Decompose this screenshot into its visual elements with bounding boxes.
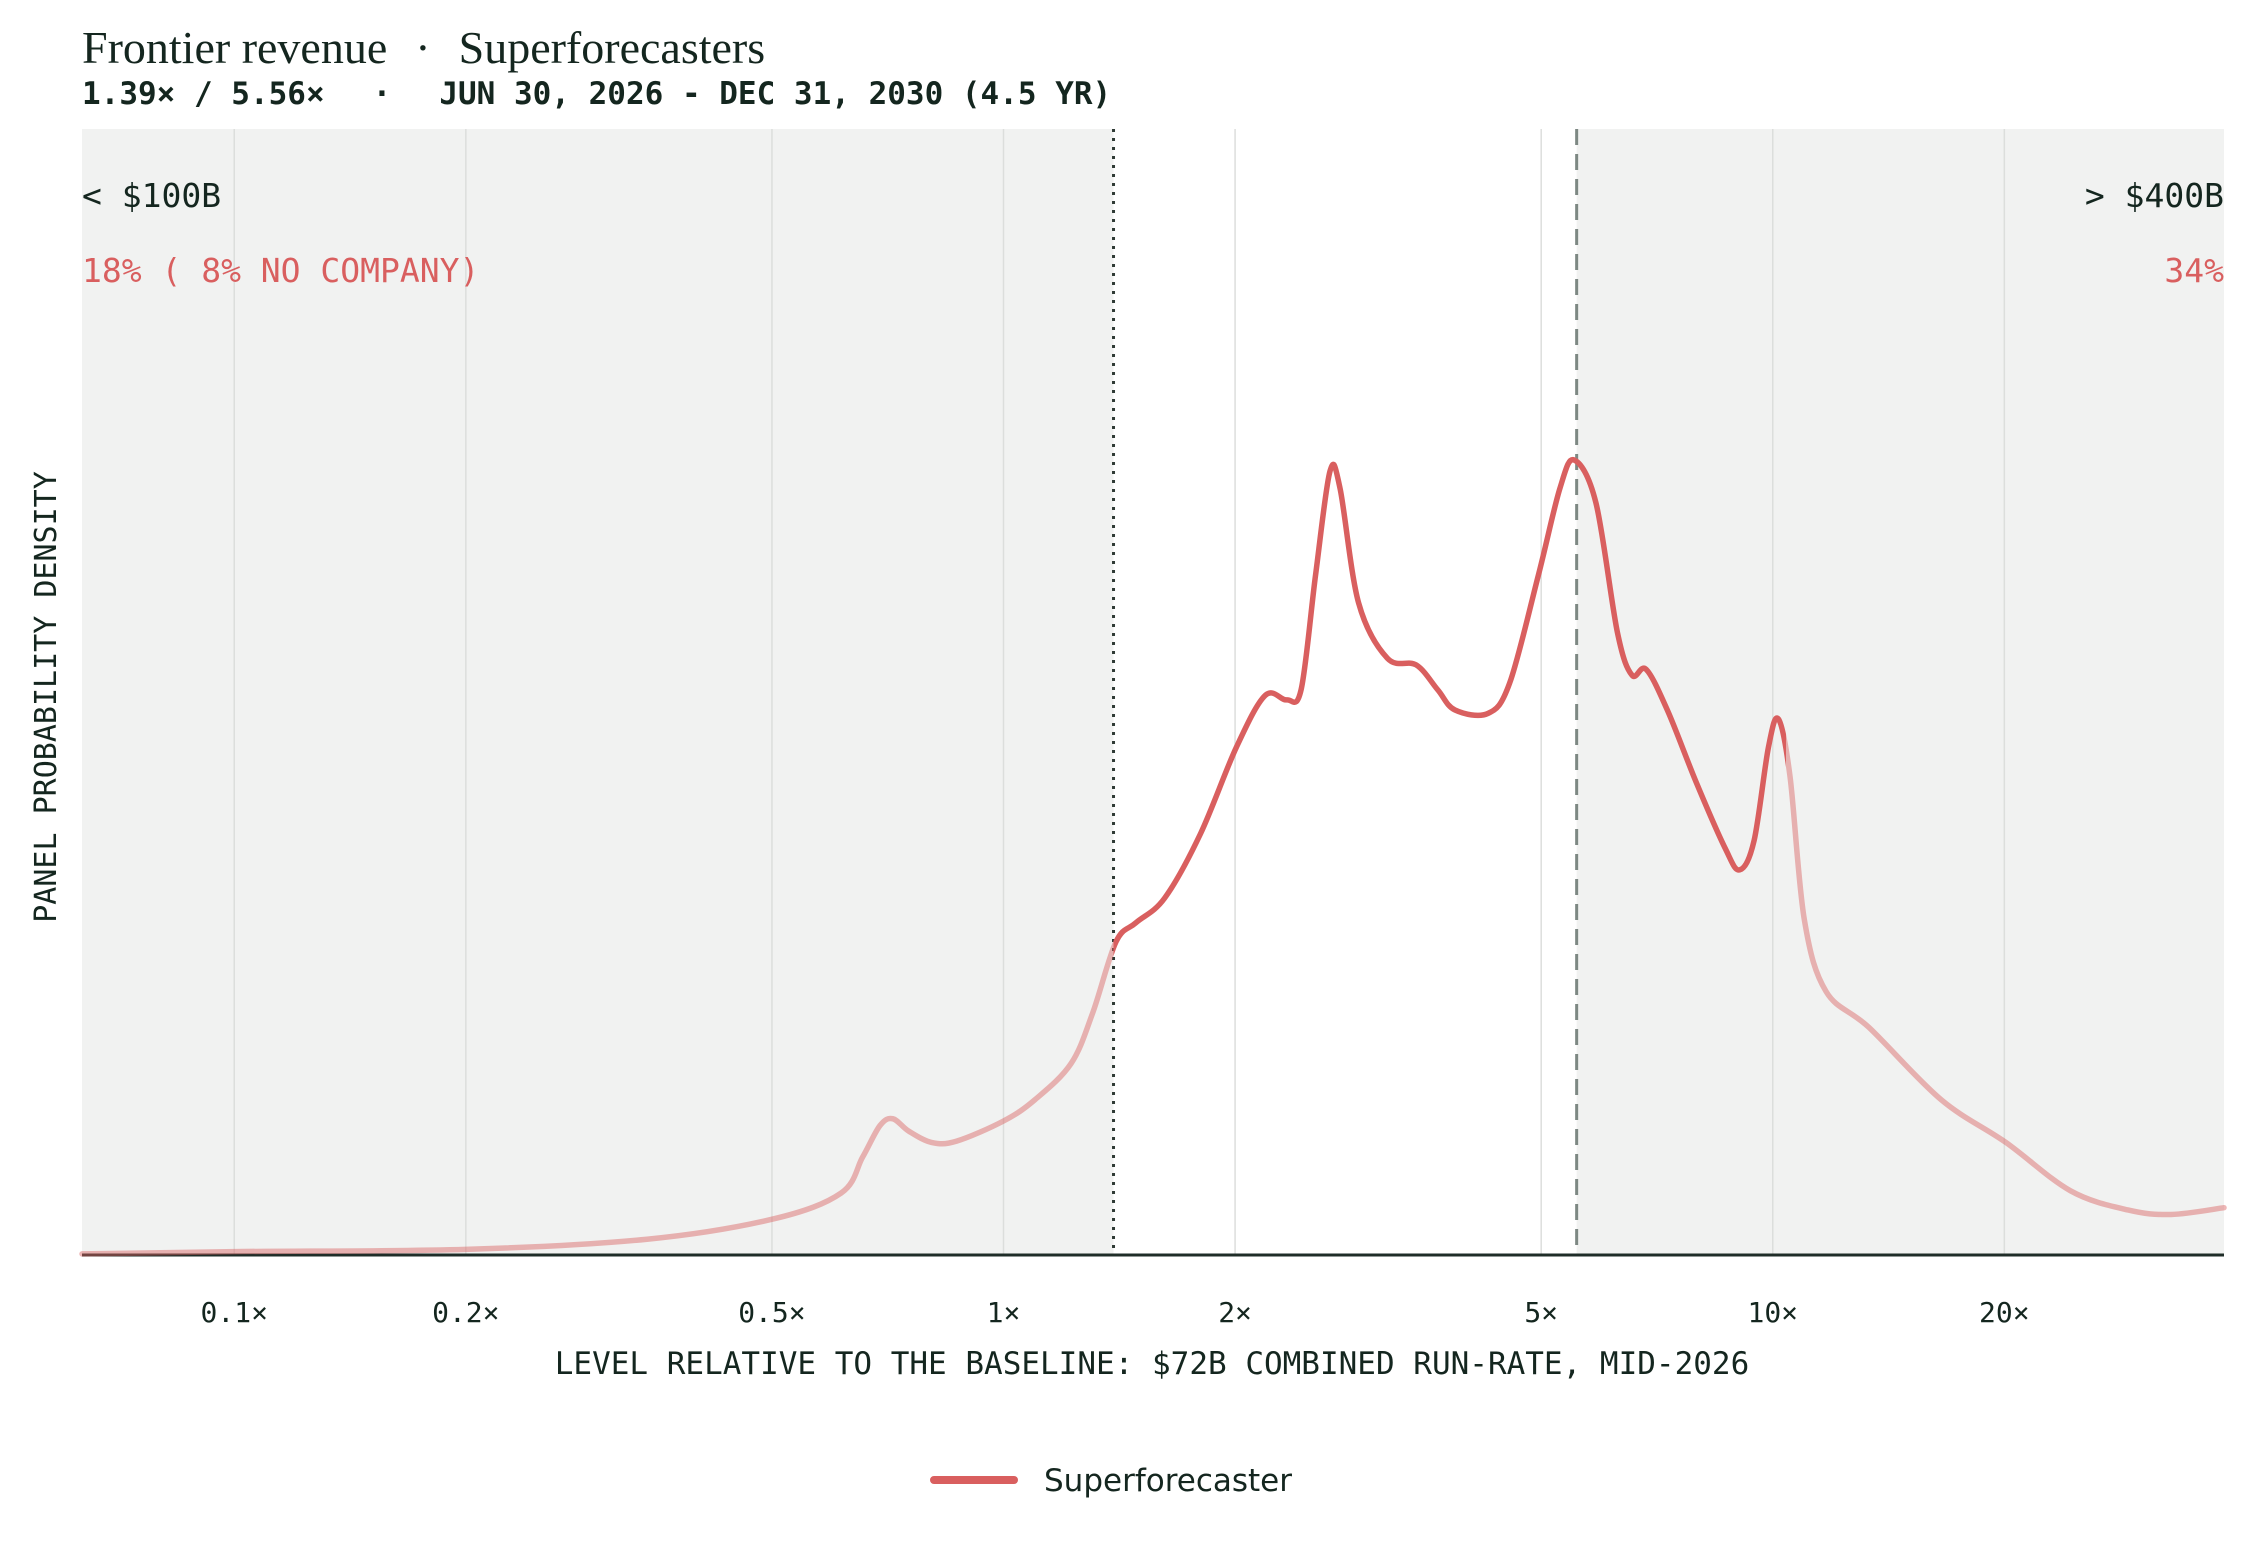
- chart-title: Frontier revenue: [82, 22, 387, 73]
- x-tick-label: 2×: [1218, 1296, 1252, 1329]
- tail-label-left: < $100B: [82, 176, 221, 215]
- tail-prob-right: 34%: [2164, 251, 2224, 290]
- x-tick-label: 0.2×: [432, 1296, 499, 1329]
- density-line: [79, 457, 2227, 1257]
- x-axis-label: LEVEL RELATIVE TO THE BASELINE: $72B COM…: [555, 1346, 1749, 1382]
- x-tick-label: 0.1×: [201, 1296, 268, 1329]
- title-series: Superforecasters: [459, 22, 766, 73]
- subtitle-dates: JUN 30, 2026 - DEC 31, 2030 (4.5 YR): [439, 76, 1111, 112]
- x-tick-label: 10×: [1747, 1296, 1798, 1329]
- x-tick-label: 1×: [987, 1296, 1021, 1329]
- tail-prob-left: 18% ( 8% NO COMPANY): [82, 251, 479, 290]
- subtitle-ratios: 1.39× / 5.56×: [82, 76, 325, 112]
- y-axis-label: PANEL PROBABILITY DENSITY: [29, 471, 64, 923]
- title-separator: ·: [415, 22, 430, 73]
- title-line: Frontier revenue · Superforecasters: [82, 22, 765, 73]
- subtitle: 1.39× / 5.56× · JUN 30, 2026 - DEC 31, 203…: [82, 76, 1111, 112]
- legend-label: Superforecaster: [1044, 1463, 1292, 1499]
- x-tick-label: 0.5×: [738, 1296, 805, 1329]
- tail-shade: [82, 129, 1114, 1255]
- tail-label-right: > $400B: [2085, 176, 2224, 215]
- x-tick-label: 20×: [1979, 1296, 2030, 1329]
- tail-shade: [1576, 129, 2224, 1255]
- x-tick-label: 5×: [1524, 1296, 1558, 1329]
- subtitle-separator: ·: [373, 76, 392, 112]
